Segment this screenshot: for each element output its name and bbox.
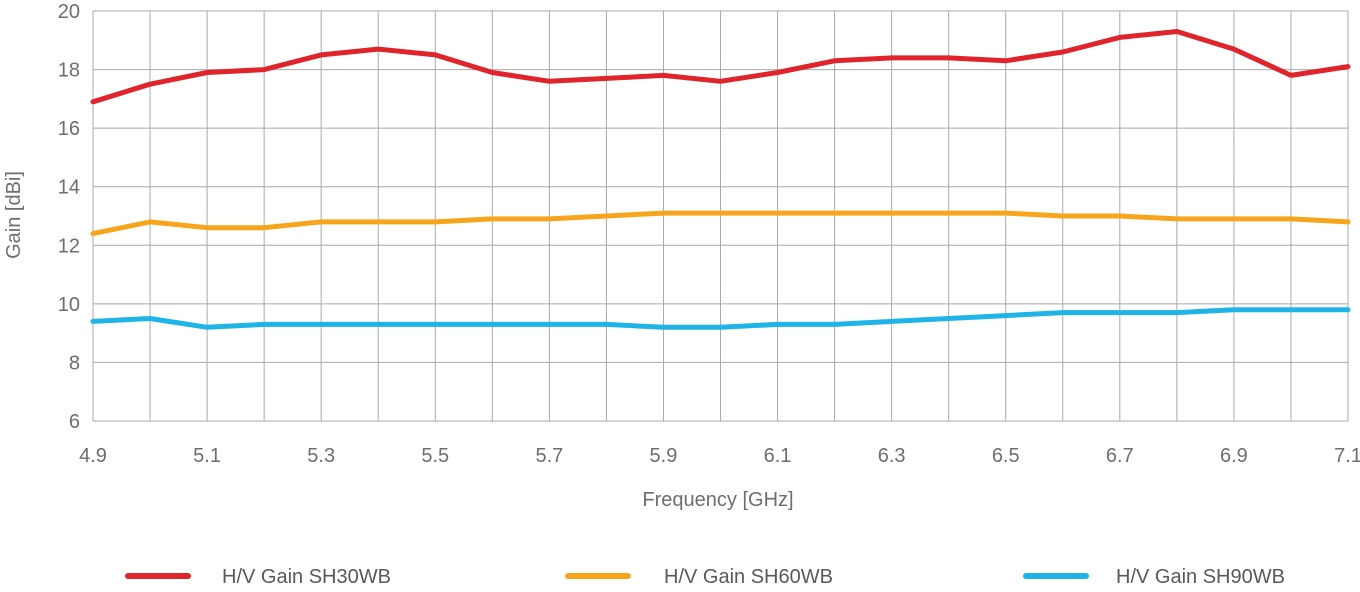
legend-label: H/V Gain SH60WB	[664, 566, 833, 588]
x-axis-title: Frequency [GHz]	[642, 489, 793, 511]
y-tick-label: 16	[58, 118, 80, 140]
x-axis-ticks: 4.9 5.1 5.3 5.5 5.7 5.9 6.1 6.3 6.5 6.7 6.9 7.1	[79, 445, 1360, 467]
series-line-2	[90, 210, 1351, 237]
y-tick-label: 6	[69, 411, 80, 433]
x-tick-label: 6.5	[992, 445, 1020, 467]
y-axis-title: Gain [dBi]	[3, 171, 25, 259]
series-line-1	[90, 29, 1351, 105]
y-axis-ticks: 6 8 10 12 14 16 18 20	[58, 1, 80, 433]
series-line-3	[90, 307, 1351, 330]
x-tick-label: 6.7	[1106, 445, 1134, 467]
y-tick-label: 8	[69, 352, 80, 374]
y-tick-label: 18	[58, 60, 80, 82]
x-tick-label: 5.5	[421, 445, 449, 467]
x-tick-label: 6.3	[878, 445, 906, 467]
x-tick-label: 4.9	[79, 445, 107, 467]
legend-label: H/V Gain SH90WB	[1116, 566, 1285, 588]
x-tick-label: 5.1	[193, 445, 221, 467]
y-tick-label: 20	[58, 1, 80, 23]
x-tick-label: 7.1	[1334, 445, 1360, 467]
x-tick-label: 6.1	[764, 445, 792, 467]
legend: H/V Gain SH30WB H/V Gain SH60WB H/V Gain S…	[125, 566, 1285, 588]
x-tick-label: 5.9	[650, 445, 678, 467]
x-tick-label: 5.3	[307, 445, 335, 467]
y-tick-label: 14	[58, 177, 80, 199]
y-tick-label: 12	[58, 235, 80, 257]
x-tick-label: 5.7	[535, 445, 563, 467]
series-lines	[90, 29, 1351, 330]
x-tick-label: 6.9	[1220, 445, 1248, 467]
legend-label: H/V Gain SH30WB	[222, 566, 391, 588]
y-tick-label: 10	[58, 294, 80, 316]
